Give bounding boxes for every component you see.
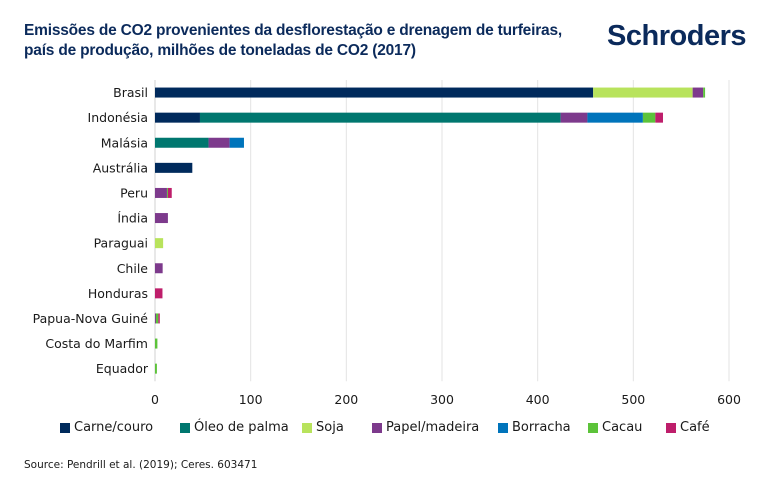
bar-segment <box>155 363 157 374</box>
legend: Carne/couro Óleo de palma Soja Papel/madeir… <box>0 420 770 440</box>
legend-swatch <box>180 422 190 433</box>
x-axis-tick-labels: 0 100 200 300 400 500 600 <box>151 392 741 407</box>
bar-segment <box>167 187 172 198</box>
bar-segment <box>199 112 561 123</box>
x-tick-label: 600 <box>717 392 741 407</box>
x-tick-label: 500 <box>621 392 645 407</box>
legend-label: Café <box>680 420 710 435</box>
legend-swatch <box>498 422 508 433</box>
x-tick-label: 100 <box>239 392 263 407</box>
bar-segment <box>155 313 156 324</box>
bar-segment <box>703 87 706 98</box>
category-label: Índia <box>117 211 148 226</box>
legend-swatch <box>372 422 382 433</box>
bar-segment <box>155 213 168 224</box>
bar-segment <box>155 162 193 173</box>
legend-label: Papel/madeira <box>386 420 480 435</box>
bar-segment <box>155 288 163 299</box>
category-label: Brasil <box>113 85 148 100</box>
bar-segment <box>155 137 209 148</box>
category-label: Costa do Marfim <box>45 336 148 351</box>
x-tick-label: 200 <box>334 392 358 407</box>
x-tick-label: 300 <box>430 392 454 407</box>
category-label: Malásia <box>101 135 148 150</box>
legend-item: Soja <box>302 420 344 435</box>
legend-item: Café <box>666 420 710 435</box>
category-label: Indonésia <box>88 110 148 125</box>
legend-label: Borracha <box>512 420 571 435</box>
legend-label: Soja <box>316 420 344 435</box>
source-note: Source: Pendrill et al. (2019); Ceres. 6… <box>24 459 258 471</box>
legend-label: Cacau <box>602 420 643 435</box>
bar-segment <box>655 112 663 123</box>
bar-segment <box>692 87 704 98</box>
category-label: Peru <box>120 185 148 200</box>
bar-segment <box>155 187 167 198</box>
bar-segment <box>155 263 163 274</box>
category-label: Papua-Nova Guiné <box>33 311 149 326</box>
legend-swatch <box>60 422 70 433</box>
bar-segment <box>166 187 168 198</box>
bar-segment <box>208 137 230 148</box>
legend-swatch <box>588 422 598 433</box>
bar-segment <box>642 112 656 123</box>
bar-segment <box>560 112 588 123</box>
stacked-bar-chart: Brasil Indonésia Malásia Austrália Peru Índia… <box>33 80 741 407</box>
bars <box>155 87 706 374</box>
bar-segment <box>155 313 159 324</box>
schroders-logo: Schroders <box>607 20 746 52</box>
legend-item: Papel/madeira <box>372 420 479 435</box>
bar-segment <box>587 112 643 123</box>
gridlines <box>154 80 730 382</box>
bar-segment <box>155 338 158 349</box>
category-label: Honduras <box>88 286 148 301</box>
legend-label: Carne/couro <box>74 420 154 435</box>
category-label: Austrália <box>93 160 148 175</box>
category-labels: Brasil Indonésia Malásia Austrália Peru Índia… <box>33 85 149 376</box>
bar-segment <box>593 87 693 98</box>
category-label: Equador <box>96 361 149 376</box>
legend-item: Borracha <box>498 420 571 435</box>
legend-swatch <box>302 422 312 433</box>
legend-swatch <box>666 422 676 433</box>
bar-segment <box>155 87 594 98</box>
bar-segment <box>155 238 164 249</box>
legend-item: Carne/couro <box>60 420 153 435</box>
category-label: Paraguai <box>94 236 148 251</box>
bar-segment <box>158 313 160 324</box>
legend-label: Óleo de palma <box>194 420 289 435</box>
bar-segment <box>155 112 200 123</box>
x-tick-label: 0 <box>151 392 159 407</box>
bar-segment <box>229 137 244 148</box>
x-tick-label: 400 <box>526 392 550 407</box>
legend-item: Óleo de palma <box>180 420 289 435</box>
legend-item: Cacau <box>588 420 642 435</box>
chart-title: Emissões de CO2 provenientes da desflore… <box>24 22 562 59</box>
category-label: Chile <box>117 261 149 276</box>
